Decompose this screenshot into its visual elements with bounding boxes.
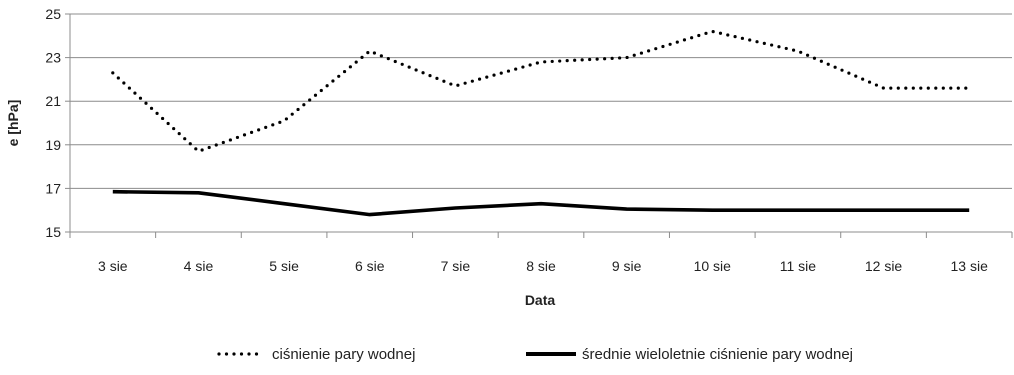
x-tick-label-4: 7 sie: [441, 258, 471, 274]
legend-item-1: średnie wieloletnie ciśnienie pary wodne…: [526, 346, 853, 363]
x-tick-label-6: 9 sie: [612, 258, 642, 274]
x-tick-label-10: 13 sie: [951, 258, 989, 274]
series-line-1: [112, 189, 970, 217]
x-tick-label-0: 3 sie: [98, 258, 128, 274]
x-tick-label-2: 5 sie: [269, 258, 299, 274]
legend: ciśnienie pary wodnej średnie wieloletni…: [217, 346, 853, 363]
x-tick-labels: 3 sie 4 sie 5 sie 6 sie 7 sie 8 sie 9 sie 10 si…: [98, 258, 988, 274]
y-tick-label-25: 25: [45, 6, 61, 22]
legend-item-0: ciśnienie pary wodnej: [217, 346, 415, 363]
y-tick-label-23: 23: [45, 50, 61, 66]
y-tick-label-15: 15: [45, 224, 61, 240]
legend-label-0: ciśnienie pary wodnej: [272, 346, 415, 363]
y-tick-label-19: 19: [45, 137, 61, 153]
y-tick-label-17: 17: [45, 180, 61, 196]
grid-lines: [70, 13, 1012, 189]
axes: [65, 13, 1013, 238]
series-line-0: [111, 29, 971, 153]
x-tick-label-8: 11 sie: [780, 258, 817, 274]
x-tick-label-5: 8 sie: [526, 258, 556, 274]
x-tick-label-7: 10 sie: [694, 258, 732, 274]
legend-label-1: średnie wieloletnie ciśnienie pary wodne…: [582, 346, 853, 363]
y-tick-labels: 15 17 19 21 23 25: [45, 6, 61, 240]
y-tick-label-21: 21: [45, 93, 61, 109]
x-axis-title: Data: [525, 292, 556, 308]
x-tick-label-9: 12 sie: [865, 258, 903, 274]
series-lines: [111, 29, 971, 217]
y-axis-title: e [hPa]: [5, 100, 21, 147]
x-tick-label-1: 4 sie: [184, 258, 214, 274]
x-tick-label-3: 6 sie: [355, 258, 385, 274]
